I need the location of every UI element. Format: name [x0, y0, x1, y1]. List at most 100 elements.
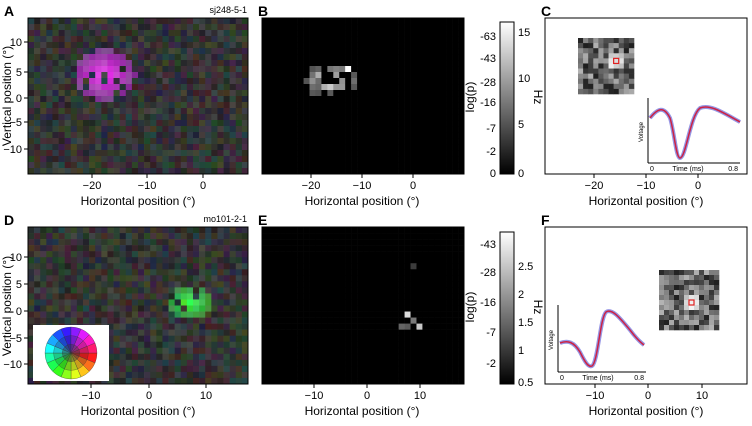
- map-pixel: [689, 315, 695, 321]
- map-pixel: [363, 233, 370, 240]
- map-pixel: [694, 285, 700, 291]
- map-pixel: [241, 30, 249, 37]
- map-pixel: [392, 299, 399, 306]
- map-pixel: [357, 54, 364, 61]
- map-pixel: [398, 263, 405, 270]
- map-pixel: [235, 66, 243, 73]
- map-pixel: [193, 30, 200, 37]
- map-pixel: [150, 227, 157, 234]
- map-pixel: [398, 347, 405, 355]
- map-pixel: [101, 24, 108, 31]
- map-pixel: [458, 114, 465, 121]
- map-pixel: [428, 30, 435, 37]
- map-pixel: [180, 42, 188, 49]
- map-pixel: [119, 263, 127, 270]
- map-pixel: [138, 132, 145, 139]
- map-pixel: [241, 335, 249, 343]
- map-pixel: [315, 54, 322, 61]
- map-pixel: [58, 299, 65, 306]
- map-pixel: [297, 227, 304, 234]
- map-pixel: [58, 162, 65, 169]
- map-pixel: [101, 84, 108, 91]
- map-pixel: [156, 245, 163, 252]
- map-pixel: [452, 281, 459, 288]
- map-pixel: [34, 305, 41, 312]
- map-pixel: [199, 263, 206, 270]
- map-pixel: [199, 102, 206, 109]
- map-pixel: [410, 341, 417, 349]
- map-pixel: [345, 257, 352, 264]
- map-pixel: [52, 42, 59, 49]
- map-pixel: [180, 126, 188, 133]
- map-pixel: [217, 30, 224, 37]
- map-pixel: [186, 245, 194, 252]
- map-pixel: [52, 162, 59, 169]
- map-pixel: [267, 126, 275, 133]
- map-pixel: [273, 317, 281, 324]
- map-pixel: [241, 359, 249, 367]
- map-pixel: [321, 287, 328, 294]
- map-pixel: [458, 18, 465, 25]
- map-pixel: [125, 263, 133, 270]
- map-pixel: [156, 96, 163, 103]
- map-pixel: [83, 257, 90, 264]
- map-pixel: [89, 78, 96, 85]
- map-pixel: [150, 251, 157, 258]
- map-pixel: [321, 132, 328, 139]
- map-pixel: [279, 90, 287, 97]
- map-pixel: [327, 317, 334, 324]
- map-pixel: [229, 48, 237, 55]
- map-pixel: [315, 102, 322, 109]
- map-pixel: [339, 305, 346, 312]
- map-pixel: [357, 18, 364, 25]
- map-pixel: [422, 42, 429, 49]
- map-pixel: [416, 90, 423, 97]
- map-pixel: [229, 150, 237, 157]
- map-pixel: [333, 60, 340, 67]
- map-pixel: [345, 90, 352, 97]
- map-pixel: [262, 36, 269, 43]
- map-pixel: [131, 329, 139, 336]
- map-pixel: [458, 251, 465, 258]
- map-pixel: [138, 293, 145, 300]
- map-pixel: [422, 72, 429, 79]
- map-pixel: [303, 48, 310, 55]
- map-pixel: [205, 257, 212, 264]
- map-pixel: [156, 78, 163, 85]
- map-pixel: [107, 239, 114, 246]
- map-pixel: [229, 227, 237, 234]
- map-pixel: [174, 66, 182, 73]
- map-pixel: [168, 371, 175, 379]
- map-pixel: [168, 287, 175, 294]
- map-pixel: [95, 42, 102, 49]
- map-pixel: [150, 347, 157, 355]
- map-pixel: [156, 269, 163, 276]
- map-pixel: [618, 53, 625, 59]
- map-pixel: [107, 162, 114, 169]
- map-pixel: [205, 96, 212, 103]
- map-pixel: [186, 239, 194, 246]
- map-pixel: [262, 311, 269, 318]
- map-pixel: [458, 287, 465, 294]
- map-pixel: [267, 96, 275, 103]
- map-pixel: [321, 353, 328, 361]
- map-pixel: [28, 72, 35, 79]
- map-pixel: [144, 72, 151, 79]
- map-pixel: [303, 36, 310, 43]
- map-pixel: [186, 120, 194, 127]
- map-pixel: [327, 305, 334, 312]
- map-pixel: [138, 239, 145, 246]
- map-pixel: [659, 305, 665, 311]
- map-pixel: [363, 114, 370, 121]
- map-pixel: [446, 377, 453, 385]
- map-pixel: [416, 132, 423, 139]
- map-pixel: [440, 263, 447, 270]
- map-pixel: [345, 42, 352, 49]
- map-pixel: [321, 275, 328, 282]
- map-pixel: [52, 233, 59, 240]
- map-pixel: [398, 257, 405, 264]
- map-pixel: [416, 353, 423, 361]
- map-pixel: [368, 365, 376, 373]
- map-pixel: [119, 102, 127, 109]
- map-pixel: [180, 114, 188, 121]
